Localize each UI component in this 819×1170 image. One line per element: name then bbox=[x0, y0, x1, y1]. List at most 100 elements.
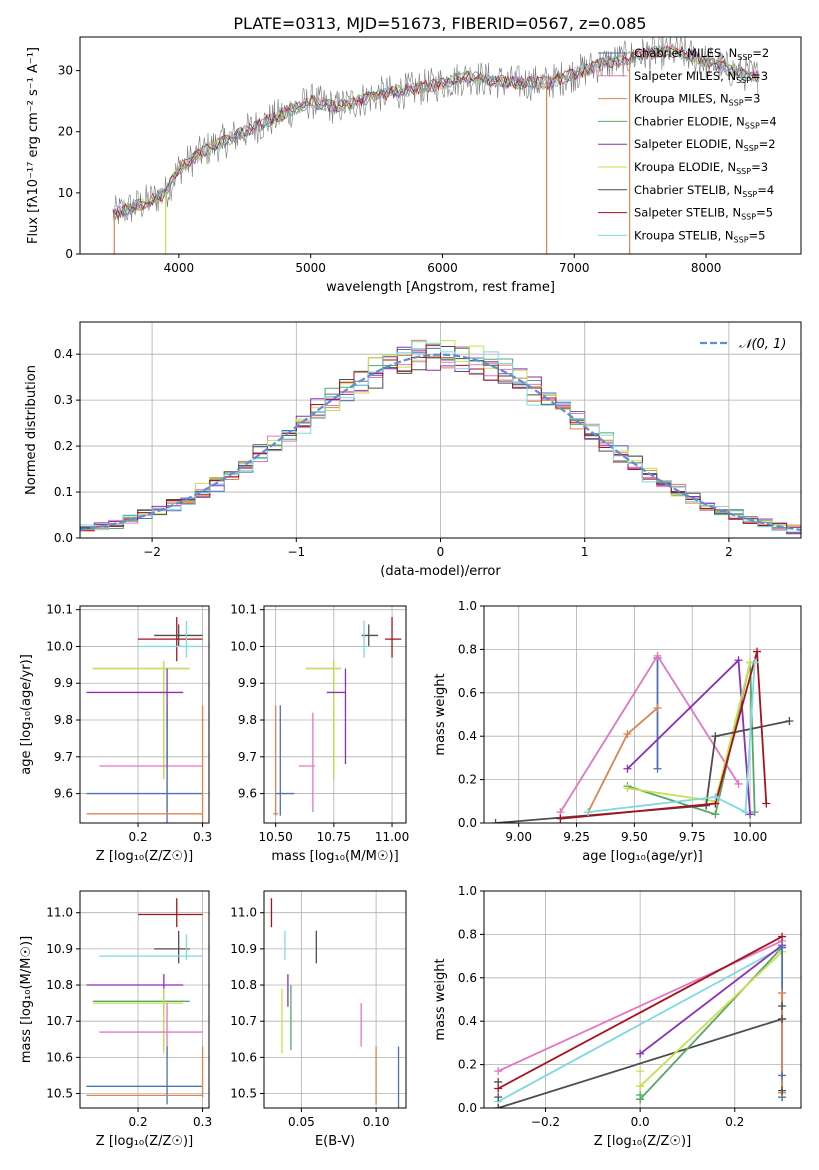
y-tick-label: 10.1 bbox=[46, 603, 73, 617]
y-tick-label: 10.9 bbox=[46, 942, 73, 956]
chart-age_vs_z: 0.2 0.3 9.6 9.7 9.8 9.9 10.0 10.1 Z [log₁₀(Z/Z☉)… bbox=[19, 603, 212, 864]
x-tick-label: 8000 bbox=[691, 261, 722, 275]
mass-weight-line bbox=[639, 951, 783, 1087]
x-axis-label: E(B-V) bbox=[315, 1134, 355, 1149]
legend-entry: Kroupa MILES, NSSP=3 bbox=[634, 92, 760, 108]
plus-marker bbox=[494, 1093, 503, 1102]
plus-marker bbox=[494, 1104, 503, 1108]
y-tick-label: 0.8 bbox=[458, 642, 477, 656]
legend-entry: 𝒩(0, 1) bbox=[739, 337, 786, 352]
chart-residuals: −2 −1 0 1 2 0.0 0.1 0.2 0.3 0.4 (data-model)/error… bbox=[24, 321, 802, 579]
chart-mass_vs_z: 0.2 0.3 10.5 10.6 10.7 10.8 10.9 11.0 Z [log₁₀(Z… bbox=[19, 890, 212, 1149]
y-tick-label: 0.1 bbox=[54, 485, 73, 499]
plus-marker bbox=[623, 730, 632, 739]
chart-mass_weight_vs_z: −0.2 0.0 0.2 0.0 0.2 0.4 0.6 0.8 1.0 Z [log₁₀(Z/Z… bbox=[433, 884, 802, 1149]
y-tick-label: 9.6 bbox=[54, 787, 73, 801]
x-tick-label: 11.00 bbox=[375, 830, 409, 844]
axes-frame bbox=[79, 890, 210, 1109]
plot-area-mass_weight_vs_z bbox=[494, 932, 787, 1108]
x-tick-label: 9.25 bbox=[563, 830, 590, 844]
errorbar-point bbox=[86, 705, 204, 823]
errorbar-point bbox=[385, 617, 402, 658]
x-tick-label: 0.2 bbox=[129, 830, 148, 844]
legend-entry: Chabrier MILES, NSSP=2 bbox=[634, 46, 769, 62]
errorbar-point bbox=[138, 898, 203, 928]
plus-marker bbox=[556, 814, 565, 823]
y-tick-label: 10.0 bbox=[230, 639, 257, 653]
y-axis-label: Flux [fλ10⁻¹⁷ erg cm⁻² s⁻¹ A⁻¹] bbox=[26, 47, 41, 244]
plus-marker bbox=[711, 810, 720, 819]
plus-marker bbox=[785, 717, 794, 726]
errorbar-point bbox=[326, 668, 347, 765]
y-tick-label: 10.8 bbox=[46, 978, 73, 992]
x-tick-label: −2 bbox=[143, 545, 161, 559]
mass-weight-line bbox=[639, 946, 783, 1100]
errorbar-point bbox=[86, 705, 203, 823]
x-axis-label: Z [log₁₀(Z/Z☉)] bbox=[96, 1134, 193, 1149]
legend-entry: Salpeter STELIB, NSSP=5 bbox=[634, 206, 773, 222]
plus-marker bbox=[584, 808, 593, 817]
y-tick-label: 20 bbox=[58, 125, 73, 139]
y-axis-label: mass weight bbox=[433, 673, 448, 755]
x-tick-label: −1 bbox=[287, 545, 305, 559]
axes-frame bbox=[483, 890, 802, 1109]
y-tick-label: 9.9 bbox=[238, 676, 257, 690]
y-tick-label: 9.9 bbox=[54, 676, 73, 690]
plus-marker bbox=[491, 819, 500, 823]
errorbar-point bbox=[305, 661, 341, 779]
normal-distribution-curve bbox=[80, 353, 801, 531]
x-tick-label: 9.75 bbox=[679, 830, 706, 844]
y-tick-label: 0.6 bbox=[458, 686, 477, 700]
y-axis-label: Normed distribution bbox=[24, 365, 39, 495]
y-tick-label: 9.7 bbox=[238, 750, 257, 764]
mass-weight-line bbox=[587, 662, 756, 814]
mass-weight-line bbox=[497, 946, 783, 1103]
model-spectrum-line bbox=[112, 47, 760, 220]
plot-area-mass_vs_ebv bbox=[270, 898, 400, 1108]
plus-marker bbox=[778, 932, 787, 941]
plot-area-mass_weight_vs_age bbox=[491, 647, 794, 823]
plus-marker bbox=[623, 784, 632, 793]
plus-marker bbox=[494, 1077, 503, 1086]
axes-spectrum: 4000 5000 6000 7000 8000 0 10 20 30 wavelength [A… bbox=[26, 36, 802, 295]
y-tick-label: 0.0 bbox=[54, 531, 73, 545]
y-tick-label: 0 bbox=[65, 247, 73, 261]
errorbar-point bbox=[154, 930, 190, 964]
chart-mass_vs_ebv: 0.05 0.10 10.5 10.6 10.7 10.8 10.9 11.0 E(B-V) bbox=[230, 890, 407, 1149]
axes-age_vs_mass: 10.50 10.75 11.00 9.6 9.7 9.8 9.9 10.0 10.1 mass … bbox=[230, 603, 409, 864]
y-tick-label: 9.6 bbox=[238, 787, 257, 801]
errorbar-point bbox=[92, 988, 184, 1054]
y-tick-label: 9.7 bbox=[54, 750, 73, 764]
x-tick-label: 0.05 bbox=[288, 1115, 315, 1129]
x-axis-label: mass [log₁₀(M/M☉)] bbox=[271, 849, 398, 864]
plus-marker bbox=[778, 1086, 787, 1095]
plus-marker bbox=[653, 703, 662, 712]
mass-weight-line bbox=[497, 1018, 783, 1108]
plus-marker bbox=[734, 779, 743, 788]
mass-weight-line bbox=[560, 651, 768, 820]
y-tick-label: 0.0 bbox=[458, 1101, 477, 1115]
plot-area-mass_vs_z bbox=[86, 898, 204, 1105]
x-axis-label: (data-model)/error bbox=[380, 564, 501, 579]
legend-entry: Salpeter ELODIE, NSSP=2 bbox=[634, 137, 776, 153]
y-tick-label: 0.4 bbox=[458, 729, 477, 743]
plot-area-age_vs_z bbox=[86, 617, 204, 823]
x-tick-label: 10.75 bbox=[317, 830, 351, 844]
model-spectrum-line bbox=[112, 45, 760, 219]
legend-entry: Kroupa ELODIE, NSSP=3 bbox=[634, 160, 768, 176]
y-tick-label: 0.4 bbox=[458, 1014, 477, 1028]
x-tick-label: −0.2 bbox=[531, 1115, 560, 1129]
axes-frame bbox=[79, 36, 802, 255]
errorbar-point bbox=[138, 620, 203, 658]
y-tick-label: 10.6 bbox=[230, 1050, 257, 1064]
errorbar-point bbox=[138, 617, 203, 662]
errorbar-point bbox=[92, 988, 190, 1051]
x-tick-label: 10.50 bbox=[258, 830, 292, 844]
plus-marker bbox=[778, 1071, 787, 1080]
errorbar-point bbox=[99, 1003, 203, 1058]
chart-age_vs_mass: 10.50 10.75 11.00 9.6 9.7 9.8 9.9 10.0 10.1 mass … bbox=[230, 603, 409, 864]
y-tick-label: 10.7 bbox=[230, 1014, 257, 1028]
x-tick-label: 0.10 bbox=[363, 1115, 390, 1129]
x-tick-label: 9.00 bbox=[505, 830, 532, 844]
